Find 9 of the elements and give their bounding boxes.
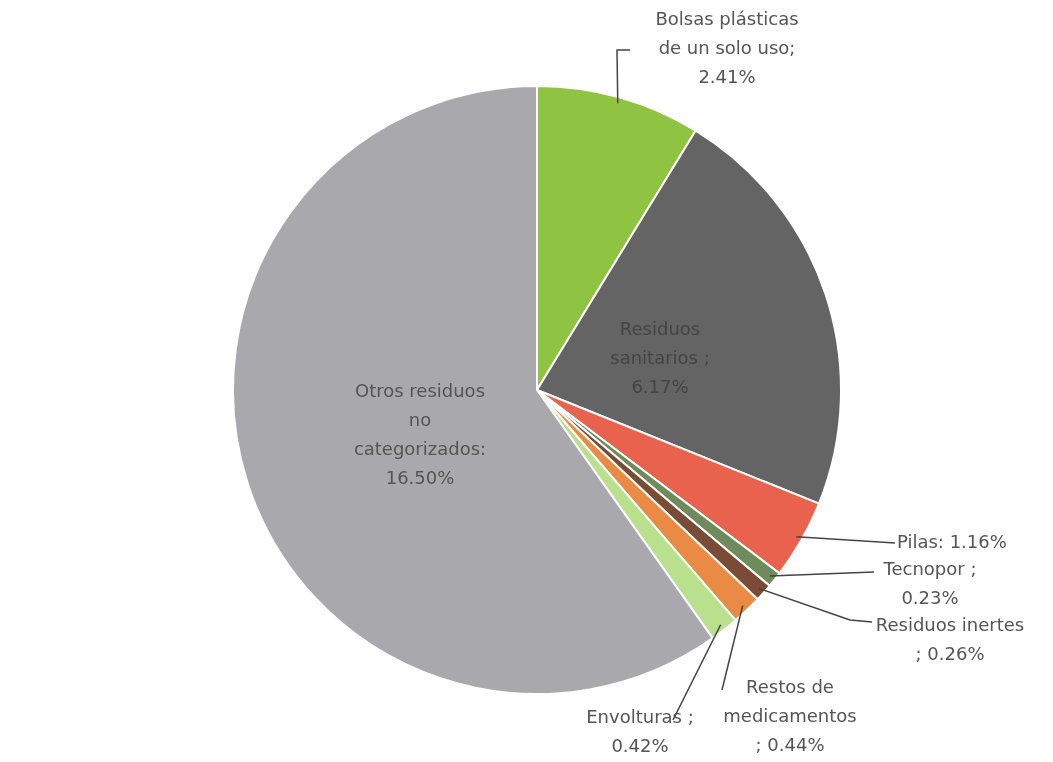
slice-label: Tecnopor ; 0.23% xyxy=(882,557,977,608)
slice-label: Residuos inertes xyxy=(875,613,1025,635)
slice-label: Pilas: 1.16% xyxy=(897,530,1007,552)
slice-label: Envolturas ; 0.42% xyxy=(586,705,694,756)
slice-label: Otros residuos no categorizados: 16.50% xyxy=(353,379,487,488)
slice-label: Bolsas plásticas de un solo uso; 2.41% xyxy=(655,7,799,87)
slice-label: Restos de medicamentos xyxy=(723,675,857,726)
data-label: ; 0.44% xyxy=(755,733,825,755)
data-label: ; 0.26% xyxy=(915,642,985,664)
